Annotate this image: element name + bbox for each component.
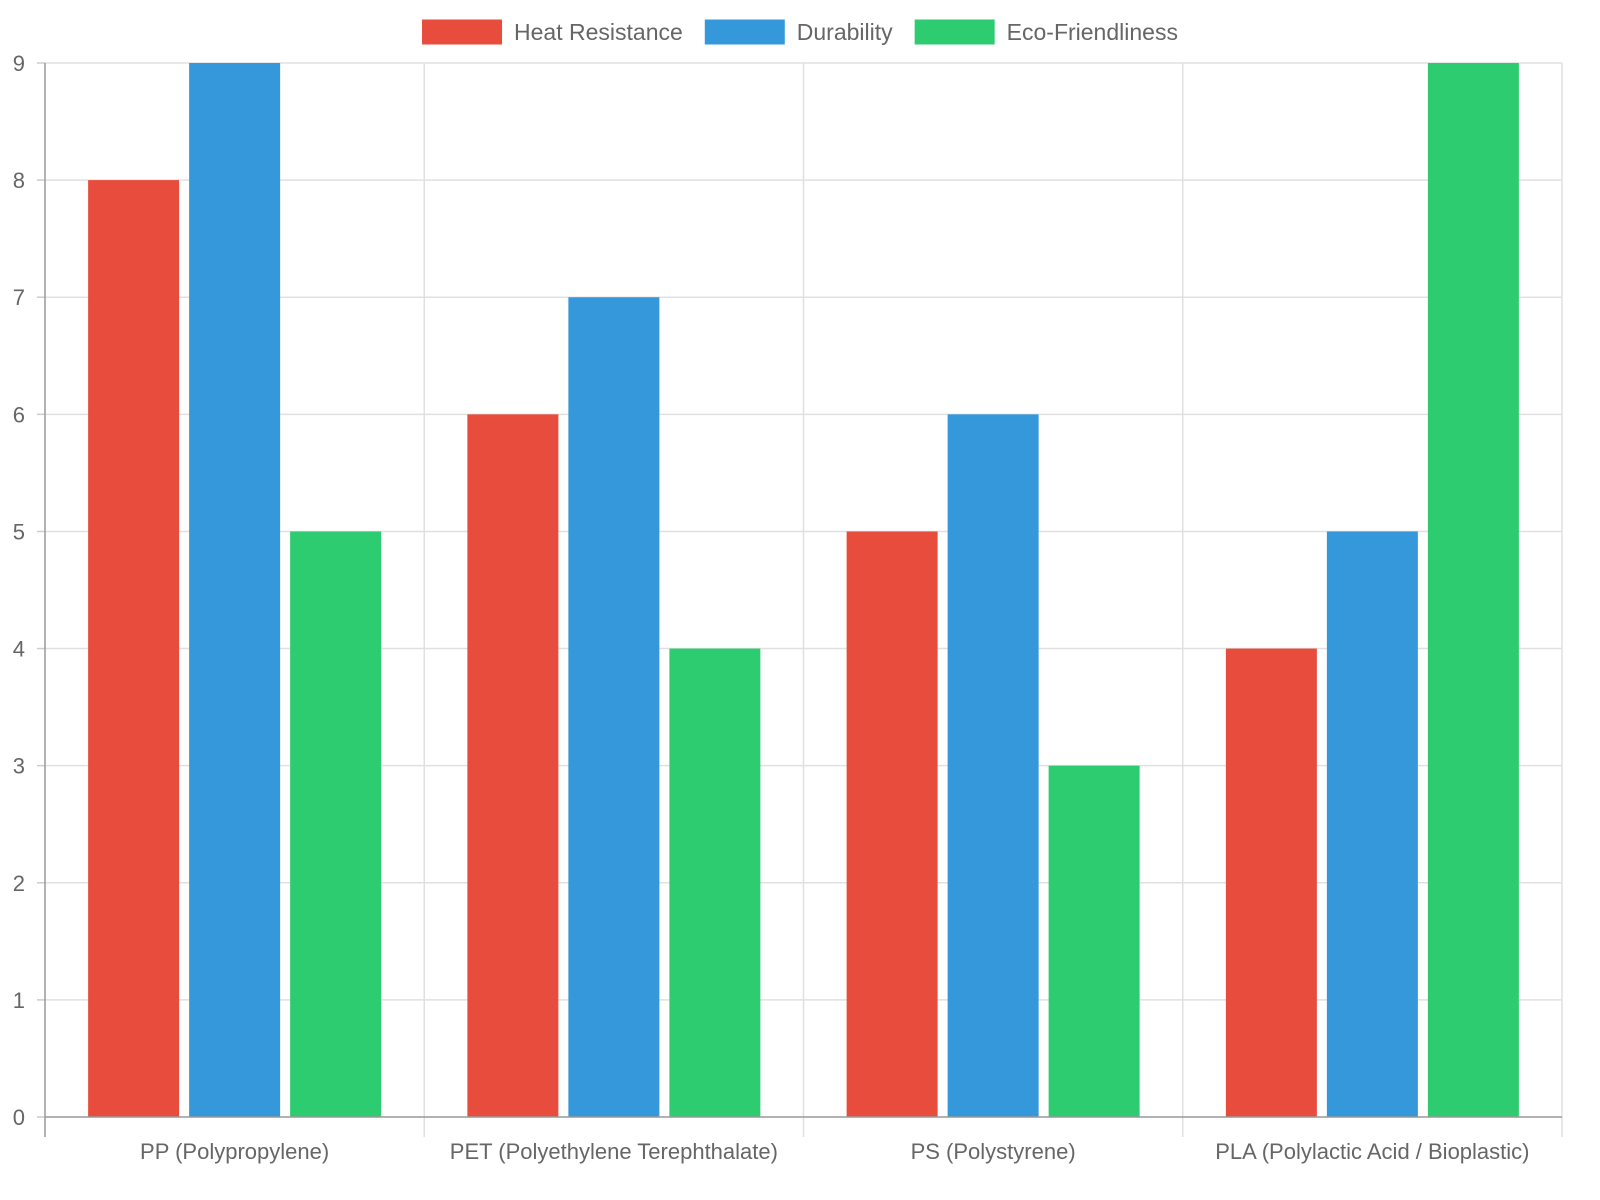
y-tick-label: 2	[13, 871, 25, 896]
legend-swatch	[914, 19, 995, 45]
bars	[88, 63, 1519, 1118]
x-tick-label: PLA (Polylactic Acid / Bioplastic)	[1215, 1139, 1529, 1164]
legend-label: Eco-Friendliness	[1007, 19, 1178, 45]
bar[interactable]	[846, 531, 938, 1117]
axes	[44, 63, 1562, 1137]
y-tick-label: 9	[13, 51, 25, 76]
bar[interactable]	[467, 414, 559, 1117]
y-tick-label: 8	[13, 168, 25, 193]
bar[interactable]	[290, 531, 382, 1117]
y-tick-label: 6	[13, 402, 25, 427]
bar[interactable]	[88, 180, 180, 1118]
bar[interactable]	[1326, 531, 1418, 1117]
bar[interactable]	[189, 63, 281, 1117]
x-tick-label: PS (Polystyrene)	[911, 1139, 1076, 1164]
y-tick-label: 0	[13, 1105, 25, 1130]
legend-item[interactable]: Heat Resistance	[422, 19, 683, 45]
legend: Heat Resistance Durability Eco-Friendlines…	[422, 19, 1178, 45]
legend-label: Durability	[797, 19, 893, 45]
legend-label: Heat Resistance	[514, 19, 683, 45]
y-tick-label: 4	[13, 637, 25, 662]
legend-item[interactable]: Durability	[704, 19, 893, 45]
bar[interactable]	[669, 648, 761, 1117]
bar[interactable]	[1427, 63, 1519, 1117]
legend-item[interactable]: Eco-Friendliness	[914, 19, 1178, 45]
x-axis-tick-labels: PP (Polypropylene) PET (Polyethylene Tere…	[140, 1139, 1529, 1164]
y-tick-label: 1	[13, 988, 25, 1013]
bar[interactable]	[1225, 648, 1317, 1117]
x-tick-label: PP (Polypropylene)	[140, 1139, 329, 1164]
bar[interactable]	[568, 297, 660, 1117]
legend-swatch	[422, 19, 503, 45]
bar[interactable]	[1048, 765, 1140, 1117]
y-axis-tick-labels: 0 1 2 3 4 5 6 7 8 9	[13, 51, 25, 1130]
y-tick-label: 7	[13, 285, 25, 310]
legend-swatch	[704, 19, 785, 45]
x-tick-label: PET (Polyethylene Terephthalate)	[450, 1139, 778, 1164]
bar[interactable]	[947, 414, 1039, 1117]
y-tick-label: 5	[13, 519, 25, 544]
y-tick-label: 3	[13, 754, 25, 779]
